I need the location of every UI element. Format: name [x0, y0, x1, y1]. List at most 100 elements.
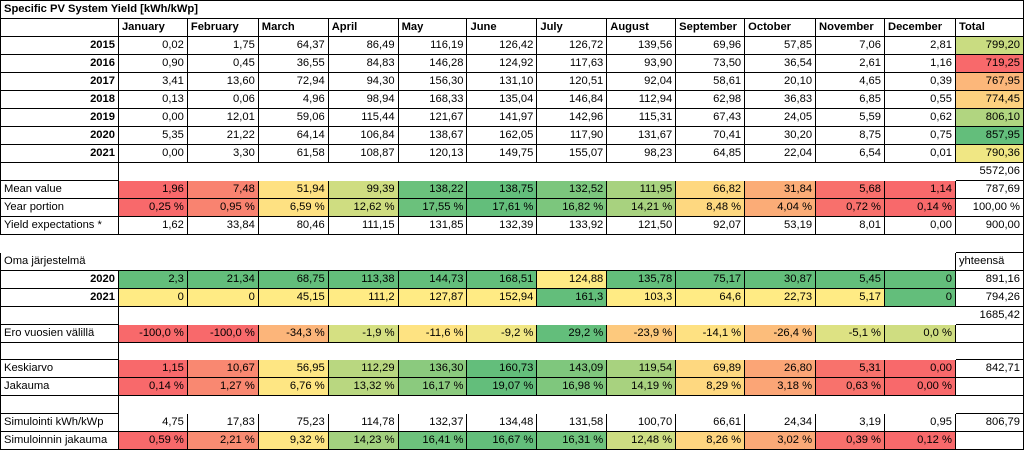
empty-cell[interactable] — [885, 163, 956, 181]
portion-row-cell[interactable]: 0,14 % — [884, 198, 956, 217]
yield-cell[interactable]: 115,44 — [327, 108, 399, 127]
simulation-row-cell[interactable]: 131,58 — [536, 412, 608, 432]
year-total-cell[interactable]: 799,20 — [954, 36, 1024, 55]
empty-cell[interactable] — [745, 306, 816, 324]
distribution-row-cell[interactable]: 3,18 % — [744, 377, 817, 396]
year-label[interactable]: 2016 — [0, 54, 119, 73]
sum-total-cell[interactable]: 5572,06 — [954, 162, 1024, 181]
yield-cell[interactable]: 115,31 — [606, 108, 677, 127]
yield-cell[interactable]: 4,65 — [815, 72, 885, 91]
simulation-distribution-row-cell[interactable]: 2,21 % — [186, 430, 259, 450]
own-yield-cell[interactable]: 0 — [117, 287, 188, 307]
empty-cell[interactable] — [398, 306, 467, 324]
portion-row-cell[interactable]: 0,95 % — [186, 198, 259, 217]
yield-cell[interactable]: 69,96 — [675, 36, 746, 55]
difference-row-cell[interactable]: -9,2 % — [466, 323, 538, 343]
yield-cell[interactable]: 156,30 — [397, 72, 468, 91]
empty-cell[interactable] — [0, 305, 119, 325]
expectation-row-cell[interactable]: 53,19 — [744, 216, 817, 235]
simulation-row-cell[interactable]: 17,83 — [186, 412, 259, 432]
average-row-cell[interactable]: 56,95 — [257, 359, 329, 378]
portion-row-cell[interactable]: 17,61 % — [466, 198, 538, 217]
yield-cell[interactable]: 57,85 — [744, 36, 817, 55]
year-label[interactable]: 2020 — [0, 269, 119, 289]
expectation-row-cell[interactable]: 121,50 — [606, 216, 677, 235]
own-total-cell[interactable]: 794,26 — [954, 287, 1024, 307]
empty-cell[interactable] — [118, 235, 187, 253]
yield-cell[interactable]: 0,62 — [884, 108, 956, 127]
own-yield-cell[interactable]: 22,73 — [744, 287, 817, 307]
mean-row-cell[interactable]: 1,14 — [884, 180, 956, 199]
average-row-label[interactable]: Keskiarvo — [0, 359, 119, 378]
simulation-row-total[interactable]: 806,79 — [954, 412, 1024, 432]
empty-cell[interactable] — [258, 306, 328, 324]
year-total-cell[interactable]: 857,95 — [954, 126, 1024, 145]
yield-cell[interactable]: 36,54 — [744, 54, 817, 73]
yield-cell[interactable]: 2,61 — [815, 54, 885, 73]
yield-cell[interactable]: 5,59 — [815, 108, 885, 127]
yield-cell[interactable]: 6,85 — [815, 90, 885, 109]
average-row-cell[interactable]: 112,29 — [327, 359, 399, 378]
month-header[interactable]: November — [815, 18, 885, 37]
own-yield-cell[interactable]: 152,94 — [466, 287, 538, 307]
yield-cell[interactable]: 61,58 — [257, 144, 329, 163]
empty-cell[interactable] — [537, 306, 607, 324]
yield-cell[interactable]: 146,84 — [536, 90, 608, 109]
yield-cell[interactable]: 124,92 — [466, 54, 538, 73]
mean-row-cell[interactable]: 5,68 — [815, 180, 885, 199]
empty-cell[interactable] — [328, 163, 398, 181]
distribution-row-cell[interactable]: 0,14 % — [117, 377, 188, 396]
own-yield-cell[interactable]: 2,3 — [117, 269, 188, 289]
yield-cell[interactable]: 0,90 — [117, 54, 188, 73]
yield-cell[interactable]: 6,54 — [815, 144, 885, 163]
empty-cell[interactable] — [954, 377, 1024, 396]
month-header[interactable]: February — [186, 18, 259, 37]
month-header[interactable]: April — [327, 18, 399, 37]
distribution-row-cell[interactable]: 8,29 % — [675, 377, 746, 396]
simulation-distribution-row-cell[interactable]: 16,67 % — [466, 430, 538, 450]
yield-cell[interactable]: 73,50 — [675, 54, 746, 73]
empty-cell[interactable] — [328, 235, 398, 253]
yield-cell[interactable]: 12,01 — [186, 108, 259, 127]
empty-cell[interactable] — [0, 395, 119, 414]
difference-row-cell[interactable]: -5,1 % — [815, 323, 885, 343]
empty-cell[interactable] — [467, 306, 537, 324]
year-label[interactable]: 2020 — [0, 126, 119, 145]
mean-row-cell[interactable]: 132,52 — [536, 180, 608, 199]
expectation-row-label[interactable]: Yield expectations * — [0, 216, 119, 235]
simulation-row-cell[interactable]: 134,48 — [466, 412, 538, 432]
empty-cell[interactable] — [885, 342, 956, 360]
expectation-row-cell[interactable]: 33,84 — [186, 216, 259, 235]
year-label[interactable]: 2017 — [0, 72, 119, 91]
simulation-distribution-row-cell[interactable]: 0,39 % — [815, 430, 885, 450]
empty-cell[interactable] — [607, 306, 676, 324]
difference-row-cell[interactable]: -100,0 % — [186, 323, 259, 343]
yield-cell[interactable]: 58,61 — [675, 72, 746, 91]
empty-cell[interactable] — [676, 306, 745, 324]
difference-row-cell[interactable]: -23,9 % — [606, 323, 677, 343]
own-yield-cell[interactable]: 5,17 — [815, 287, 885, 307]
year-label[interactable]: 2021 — [0, 144, 119, 163]
yield-cell[interactable]: 86,49 — [327, 36, 399, 55]
empty-cell[interactable] — [398, 342, 467, 360]
empty-cell[interactable] — [607, 163, 676, 181]
simulation-row-cell[interactable]: 75,23 — [257, 412, 329, 432]
yield-cell[interactable]: 138,67 — [397, 126, 468, 145]
expectation-row-total[interactable]: 900,00 — [954, 216, 1024, 235]
empty-cell[interactable] — [258, 342, 328, 360]
yield-cell[interactable]: 3,41 — [117, 72, 188, 91]
yield-cell[interactable]: 7,06 — [815, 36, 885, 55]
yield-cell[interactable]: 141,97 — [466, 108, 538, 127]
portion-row-cell[interactable]: 17,55 % — [397, 198, 468, 217]
header-blank[interactable] — [0, 18, 119, 37]
distribution-row-cell[interactable]: 16,98 % — [536, 377, 608, 396]
portion-row-cell[interactable]: 8,48 % — [675, 198, 746, 217]
difference-row-cell[interactable]: -34,3 % — [257, 323, 329, 343]
yield-cell[interactable]: 8,75 — [815, 126, 885, 145]
yield-cell[interactable]: 142,96 — [536, 108, 608, 127]
yield-cell[interactable]: 139,56 — [606, 36, 677, 55]
yield-cell[interactable]: 168,33 — [397, 90, 468, 109]
expectation-row-cell[interactable]: 80,46 — [257, 216, 329, 235]
empty-cell[interactable] — [537, 235, 607, 253]
empty-cell[interactable] — [816, 342, 885, 360]
